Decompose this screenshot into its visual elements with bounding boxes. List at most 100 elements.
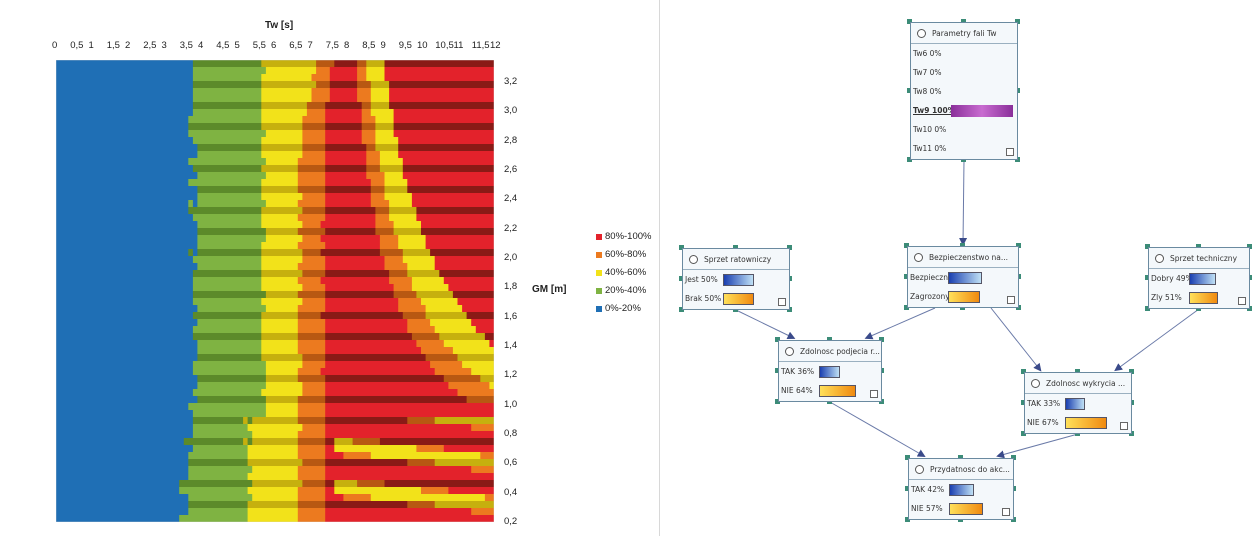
- resize-handle[interactable]: [827, 337, 832, 342]
- node-header[interactable]: Parametry fali Tw: [911, 23, 1017, 44]
- node-state-row[interactable]: TAK 36%: [779, 362, 881, 381]
- node-header[interactable]: Zdolnosc wykrycia ...: [1025, 373, 1131, 394]
- node-radio-icon[interactable]: [689, 254, 698, 264]
- heatmap-cell: [393, 221, 422, 229]
- node-radio-icon[interactable]: [915, 464, 924, 474]
- resize-handle[interactable]: [905, 455, 910, 460]
- resize-handle[interactable]: [1015, 19, 1020, 24]
- heatmap-cell: [261, 242, 299, 250]
- node-checkbox-icon[interactable]: [778, 298, 786, 306]
- resize-handle[interactable]: [1145, 244, 1150, 249]
- resize-handle[interactable]: [775, 399, 780, 404]
- resize-handle[interactable]: [1016, 243, 1021, 248]
- node-state-row[interactable]: TAK 42%: [909, 480, 1013, 499]
- node-state-row[interactable]: Bezpieczny 52%: [908, 268, 1018, 287]
- resize-handle[interactable]: [1145, 275, 1150, 280]
- node-checkbox-icon[interactable]: [1238, 297, 1246, 305]
- resize-handle[interactable]: [904, 274, 909, 279]
- resize-handle[interactable]: [1011, 455, 1016, 460]
- node-checkbox-icon[interactable]: [1007, 296, 1015, 304]
- resize-handle[interactable]: [1145, 306, 1150, 311]
- node-radio-icon[interactable]: [785, 346, 794, 356]
- node-state-row[interactable]: TAK 33%: [1025, 394, 1131, 413]
- heatmap-cell: [389, 88, 494, 96]
- node-state-row[interactable]: NIE 57%: [909, 499, 1013, 518]
- resize-handle[interactable]: [879, 337, 884, 342]
- heatmap-cell: [197, 382, 267, 390]
- resize-handle[interactable]: [904, 305, 909, 310]
- x-tick-label: 8,5: [362, 40, 376, 51]
- resize-handle[interactable]: [905, 517, 910, 522]
- node-state-row[interactable]: Tw10 0%: [911, 120, 1017, 139]
- node-state-row[interactable]: NIE 64%: [779, 381, 881, 400]
- heatmap-cell: [261, 144, 303, 152]
- node-header[interactable]: Bezpieczenstwo na...: [908, 247, 1018, 268]
- node-radio-icon[interactable]: [914, 252, 923, 262]
- resize-handle[interactable]: [1021, 431, 1026, 436]
- node-radio-icon[interactable]: [1155, 253, 1164, 263]
- node-radio-icon[interactable]: [1031, 378, 1040, 388]
- resize-handle[interactable]: [907, 19, 912, 24]
- node-przyd[interactable]: Przydatnosc do akc... TAK 42% NIE 57%: [908, 458, 1014, 520]
- resize-handle[interactable]: [1021, 369, 1026, 374]
- node-tw[interactable]: Parametry fali Tw Tw6 0% Tw7 0% Tw8 0% Tw9 1…: [910, 22, 1018, 160]
- node-state-row[interactable]: Jest 50%: [683, 270, 789, 289]
- node-checkbox-icon[interactable]: [1120, 422, 1128, 430]
- resize-handle[interactable]: [1075, 369, 1080, 374]
- resize-handle[interactable]: [907, 88, 912, 93]
- node-techn[interactable]: Sprzet techniczny Dobry 49% Zly 51%: [1148, 247, 1250, 309]
- heatmap-cell: [325, 179, 372, 187]
- heatmap-cell: [325, 305, 399, 313]
- node-state-row[interactable]: Tw6 0%: [911, 44, 1017, 63]
- x-tick-label: 0,5: [70, 40, 84, 51]
- node-ratown[interactable]: Sprzet ratowniczy Jest 50% Brak 50%: [682, 248, 790, 310]
- heatmap-cell: [192, 410, 267, 418]
- heatmap-cell: [375, 137, 399, 145]
- node-state-row[interactable]: Dobry 49%: [1149, 269, 1249, 288]
- resize-handle[interactable]: [1021, 400, 1026, 405]
- node-state-row[interactable]: Brak 50%: [683, 289, 789, 308]
- node-podjecie[interactable]: Zdolnosc podjecia r... TAK 36% NIE 64%: [778, 340, 882, 402]
- node-state-row[interactable]: Zagrozony 48%: [908, 287, 1018, 306]
- node-header[interactable]: Sprzet techniczny: [1149, 248, 1249, 269]
- resize-handle[interactable]: [960, 243, 965, 248]
- node-state-row[interactable]: NIE 67%: [1025, 413, 1131, 432]
- node-state-row[interactable]: Tw7 0%: [911, 63, 1017, 82]
- node-state-row[interactable]: Tw8 0%: [911, 82, 1017, 101]
- node-header[interactable]: Przydatnosc do akc...: [909, 459, 1013, 480]
- resize-handle[interactable]: [1129, 369, 1134, 374]
- node-wykrycie[interactable]: Zdolnosc wykrycia ... TAK 33% NIE 67%: [1024, 372, 1132, 434]
- node-header[interactable]: Zdolnosc podjecia r...: [779, 341, 881, 362]
- resize-handle[interactable]: [905, 486, 910, 491]
- heatmap-cell: [302, 382, 326, 390]
- heatmap-cell: [56, 179, 189, 187]
- resize-handle[interactable]: [679, 307, 684, 312]
- heatmap-cell: [375, 144, 399, 152]
- state-probability-bar: [723, 273, 754, 286]
- node-state-row[interactable]: Tw9 100%: [911, 101, 1017, 120]
- resize-handle[interactable]: [907, 157, 912, 162]
- resize-handle[interactable]: [679, 245, 684, 250]
- node-header[interactable]: Sprzet ratowniczy: [683, 249, 789, 270]
- node-checkbox-icon[interactable]: [1006, 148, 1014, 156]
- resize-handle[interactable]: [775, 368, 780, 373]
- resize-handle[interactable]: [775, 337, 780, 342]
- resize-handle[interactable]: [787, 245, 792, 250]
- node-checkbox-icon[interactable]: [1002, 508, 1010, 516]
- node-checkbox-icon[interactable]: [870, 390, 878, 398]
- resize-handle[interactable]: [679, 276, 684, 281]
- heatmap-cell: [297, 417, 326, 425]
- resize-handle[interactable]: [1247, 244, 1252, 249]
- resize-handle[interactable]: [904, 243, 909, 248]
- resize-handle[interactable]: [733, 245, 738, 250]
- heatmap-cell: [265, 158, 299, 166]
- node-state-row[interactable]: Tw11 0%: [911, 139, 1017, 158]
- resize-handle[interactable]: [958, 455, 963, 460]
- heatmap-cell: [457, 298, 494, 306]
- resize-handle[interactable]: [961, 19, 966, 24]
- node-radio-icon[interactable]: [917, 28, 926, 38]
- x-tick-label: 6,5: [289, 40, 303, 51]
- node-bezp[interactable]: Bezpieczenstwo na... Bezpieczny 52% Zagroz…: [907, 246, 1019, 308]
- node-state-row[interactable]: Zly 51%: [1149, 288, 1249, 307]
- resize-handle[interactable]: [1196, 244, 1201, 249]
